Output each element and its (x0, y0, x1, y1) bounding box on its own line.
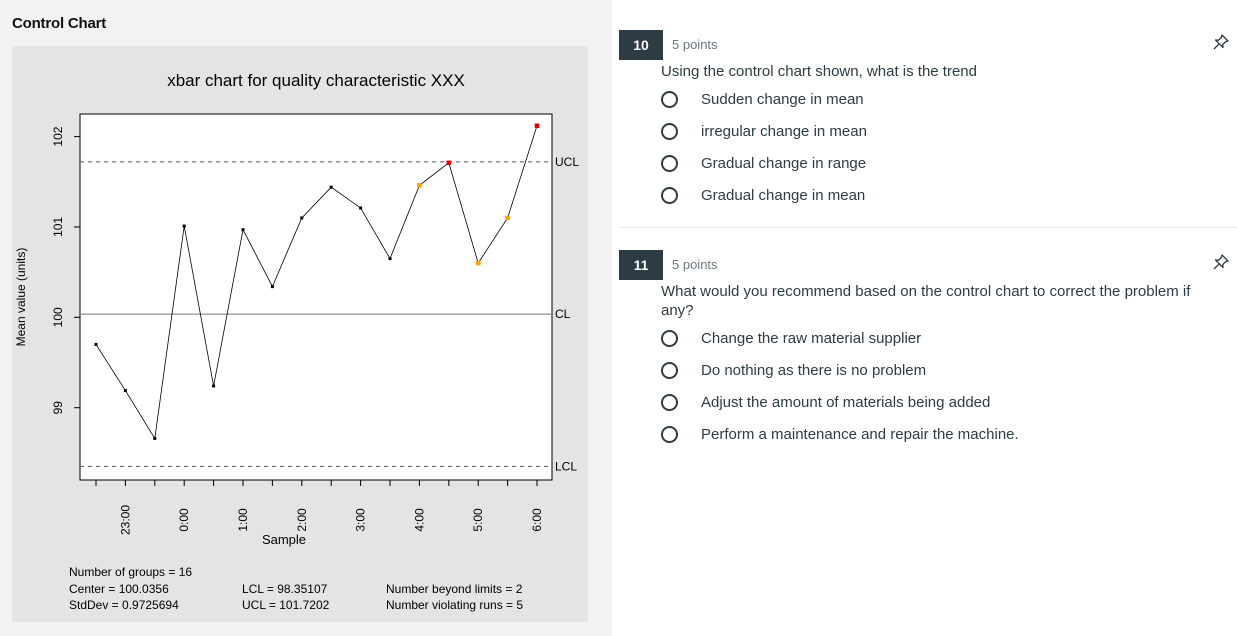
radio-button[interactable] (661, 90, 678, 108)
answer-option[interactable]: Do nothing as there is no problem (661, 359, 926, 381)
plot-frame (79, 113, 553, 481)
radio-button[interactable] (661, 122, 678, 140)
chart-title: xbar chart for quality characteristic XX… (167, 71, 465, 90)
stat-groups: Number of groups = 16 (69, 565, 193, 579)
y-tick-label: 99 (51, 401, 65, 415)
x-tick-label: 1:00 (236, 508, 250, 532)
pin-icon[interactable] (1212, 33, 1230, 51)
data-point (329, 185, 333, 189)
radio-button[interactable] (661, 425, 678, 443)
x-axis-label: Sample (262, 532, 306, 547)
data-point (534, 123, 540, 128)
question-points: 5 points (672, 257, 718, 272)
stat-center: Center = 100.0356 (69, 582, 169, 596)
radio-button[interactable] (661, 393, 678, 411)
answer-option[interactable]: Sudden change in mean (661, 88, 864, 110)
control-chart: xbar chart for quality characteristic XX… (12, 46, 588, 622)
answer-option[interactable]: Perform a maintenance and repair the mac… (661, 423, 1019, 445)
data-point (270, 285, 274, 289)
radio-button[interactable] (661, 154, 678, 172)
x-tick-label: 5:00 (471, 508, 485, 532)
y-tick-label: 101 (51, 217, 65, 237)
answer-option[interactable]: Gradual change in mean (661, 184, 865, 206)
y-tick-label: 102 (51, 126, 65, 146)
quiz-panel: 10 5 points Using the control chart show… (612, 0, 1237, 636)
answer-option-label: Gradual change in mean (701, 186, 866, 204)
answer-option-label: Do nothing as there is no problem (701, 361, 927, 379)
stat-stddev: StdDev = 0.9725694 (69, 598, 179, 612)
question-text: What would you recommend based on the co… (661, 283, 1191, 319)
question-points: 5 points (672, 37, 718, 52)
data-point (300, 216, 304, 220)
question-text: Using the control chart shown, what is t… (661, 63, 977, 80)
series-line (95, 125, 538, 440)
data-point (123, 389, 127, 393)
answer-option[interactable]: Change the raw material supplier (661, 327, 921, 349)
data-point (505, 215, 510, 221)
chart-svg: xbar chart for quality characteristic XX… (14, 71, 579, 547)
stat-ucl: UCL = 101.7202 (242, 598, 330, 612)
data-point (212, 384, 216, 388)
x-tick-label: 23:00 (118, 505, 132, 535)
stat-lcl: LCL = 98.35107 (242, 582, 328, 596)
data-point (182, 224, 186, 228)
answer-option-label: Change the raw material supplier (701, 329, 922, 347)
x-tick-label: 3:00 (354, 508, 368, 532)
x-tick-label: 0:00 (177, 508, 191, 532)
lcl-label: LCL (555, 459, 577, 473)
data-point (359, 206, 363, 210)
radio-button[interactable] (661, 361, 678, 379)
answer-option[interactable]: Adjust the amount of materials being add… (661, 391, 990, 413)
data-point (241, 228, 245, 232)
page-title: Control Chart (12, 15, 107, 32)
data-point (388, 257, 392, 261)
ucl-label: UCL (555, 155, 579, 169)
stat-violating-runs: Number violating runs = 5 (386, 598, 524, 612)
cl-label: CL (555, 307, 571, 321)
radio-button[interactable] (661, 329, 678, 347)
data-point (417, 183, 422, 188)
answer-option-label: Gradual change in range (701, 154, 867, 172)
y-tick-label: 100 (51, 307, 65, 327)
answer-option-label: Sudden change in mean (701, 90, 864, 108)
data-point (475, 260, 481, 266)
stat-beyond-limits: Number beyond limits = 2 (386, 582, 523, 596)
data-point (446, 160, 452, 166)
question-divider (619, 227, 1237, 228)
answer-option[interactable]: Gradual change in range (661, 152, 866, 174)
answer-option[interactable]: irregular change in mean (661, 120, 867, 142)
x-tick-label: 2:00 (295, 508, 309, 532)
radio-button[interactable] (661, 186, 678, 204)
data-point (153, 436, 157, 440)
pin-icon[interactable] (1212, 253, 1230, 271)
data-point (94, 342, 98, 346)
x-tick-label: 6:00 (530, 508, 544, 532)
answer-option-label: Perform a maintenance and repair the mac… (701, 425, 1019, 443)
x-tick-label: 4:00 (412, 508, 426, 532)
y-axis-label: Mean value (units) (14, 248, 28, 347)
answer-option-label: irregular change in mean (701, 122, 867, 140)
answer-option-label: Adjust the amount of materials being add… (701, 393, 991, 411)
left-panel: Control Chart xbar chart for quality cha… (0, 0, 612, 636)
question-number: 11 (619, 250, 663, 280)
question-number: 10 (619, 30, 663, 60)
